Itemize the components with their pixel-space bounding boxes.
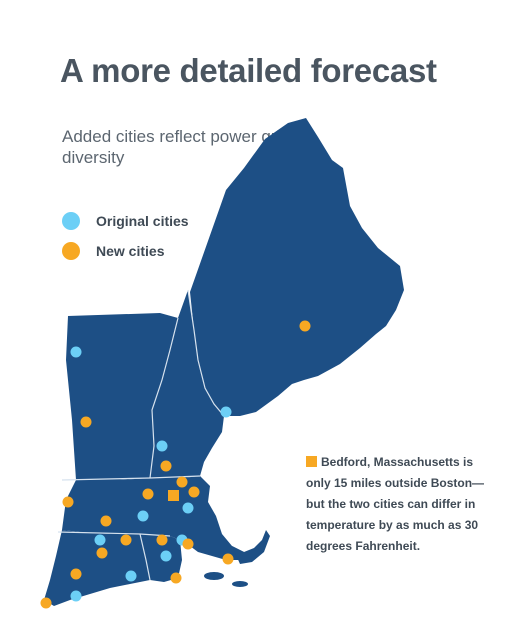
island-marthas-vineyard (204, 572, 224, 580)
city-marker (96, 547, 108, 559)
city-marker (70, 346, 82, 358)
map-title: A more detailed forecast (60, 52, 437, 89)
city-marker (176, 476, 188, 488)
island-nantucket (232, 581, 248, 587)
new-cities-swatch (62, 242, 80, 260)
bedford-callout: Bedford, Massachusetts is only 15 miles … (306, 452, 496, 557)
city-marker (70, 590, 82, 602)
city-marker (80, 416, 92, 428)
border-me-nh (187, 289, 225, 417)
legend-label-original: Original cities (96, 213, 189, 229)
city-marker (156, 534, 168, 546)
city-marker (299, 320, 311, 332)
border-ct-ri (139, 533, 151, 581)
city-marker (137, 510, 149, 522)
original-city-markers (70, 346, 232, 602)
city-marker (182, 538, 194, 550)
state-vermont (66, 313, 178, 480)
city-marker (188, 486, 200, 498)
city-marker (160, 460, 172, 472)
original-cities-swatch (62, 212, 80, 230)
legend-item-new: New cities (62, 236, 189, 266)
border-nh-vt (149, 317, 179, 479)
city-marker (160, 550, 172, 562)
state-massachusetts (62, 476, 244, 560)
legend: Original cities New cities (62, 206, 189, 266)
city-marker (220, 406, 232, 418)
region-shape (44, 118, 404, 606)
legend-label-new: New cities (96, 243, 165, 259)
city-marker (70, 568, 82, 580)
new-city-markers (40, 320, 311, 609)
city-marker (94, 534, 106, 546)
bedford-square-icon (306, 456, 317, 467)
callout-text: Bedford, Massachusetts is only 15 miles … (306, 455, 485, 553)
city-marker (120, 534, 132, 546)
bedford-marker (168, 490, 179, 501)
legend-item-original: Original cities (62, 206, 189, 236)
city-marker (156, 440, 168, 452)
city-marker (40, 597, 52, 609)
city-marker (125, 570, 137, 582)
city-marker (170, 572, 182, 584)
city-marker (62, 496, 74, 508)
state-connecticut (44, 530, 150, 606)
city-marker (100, 515, 112, 527)
city-marker (222, 553, 234, 565)
city-marker (182, 502, 194, 514)
map-subtitle: Added cities reflect power grid’s divers… (62, 127, 302, 167)
state-maine (190, 118, 404, 416)
state-new-hampshire (150, 290, 224, 478)
city-marker (142, 488, 154, 500)
cape-cod (232, 530, 270, 564)
